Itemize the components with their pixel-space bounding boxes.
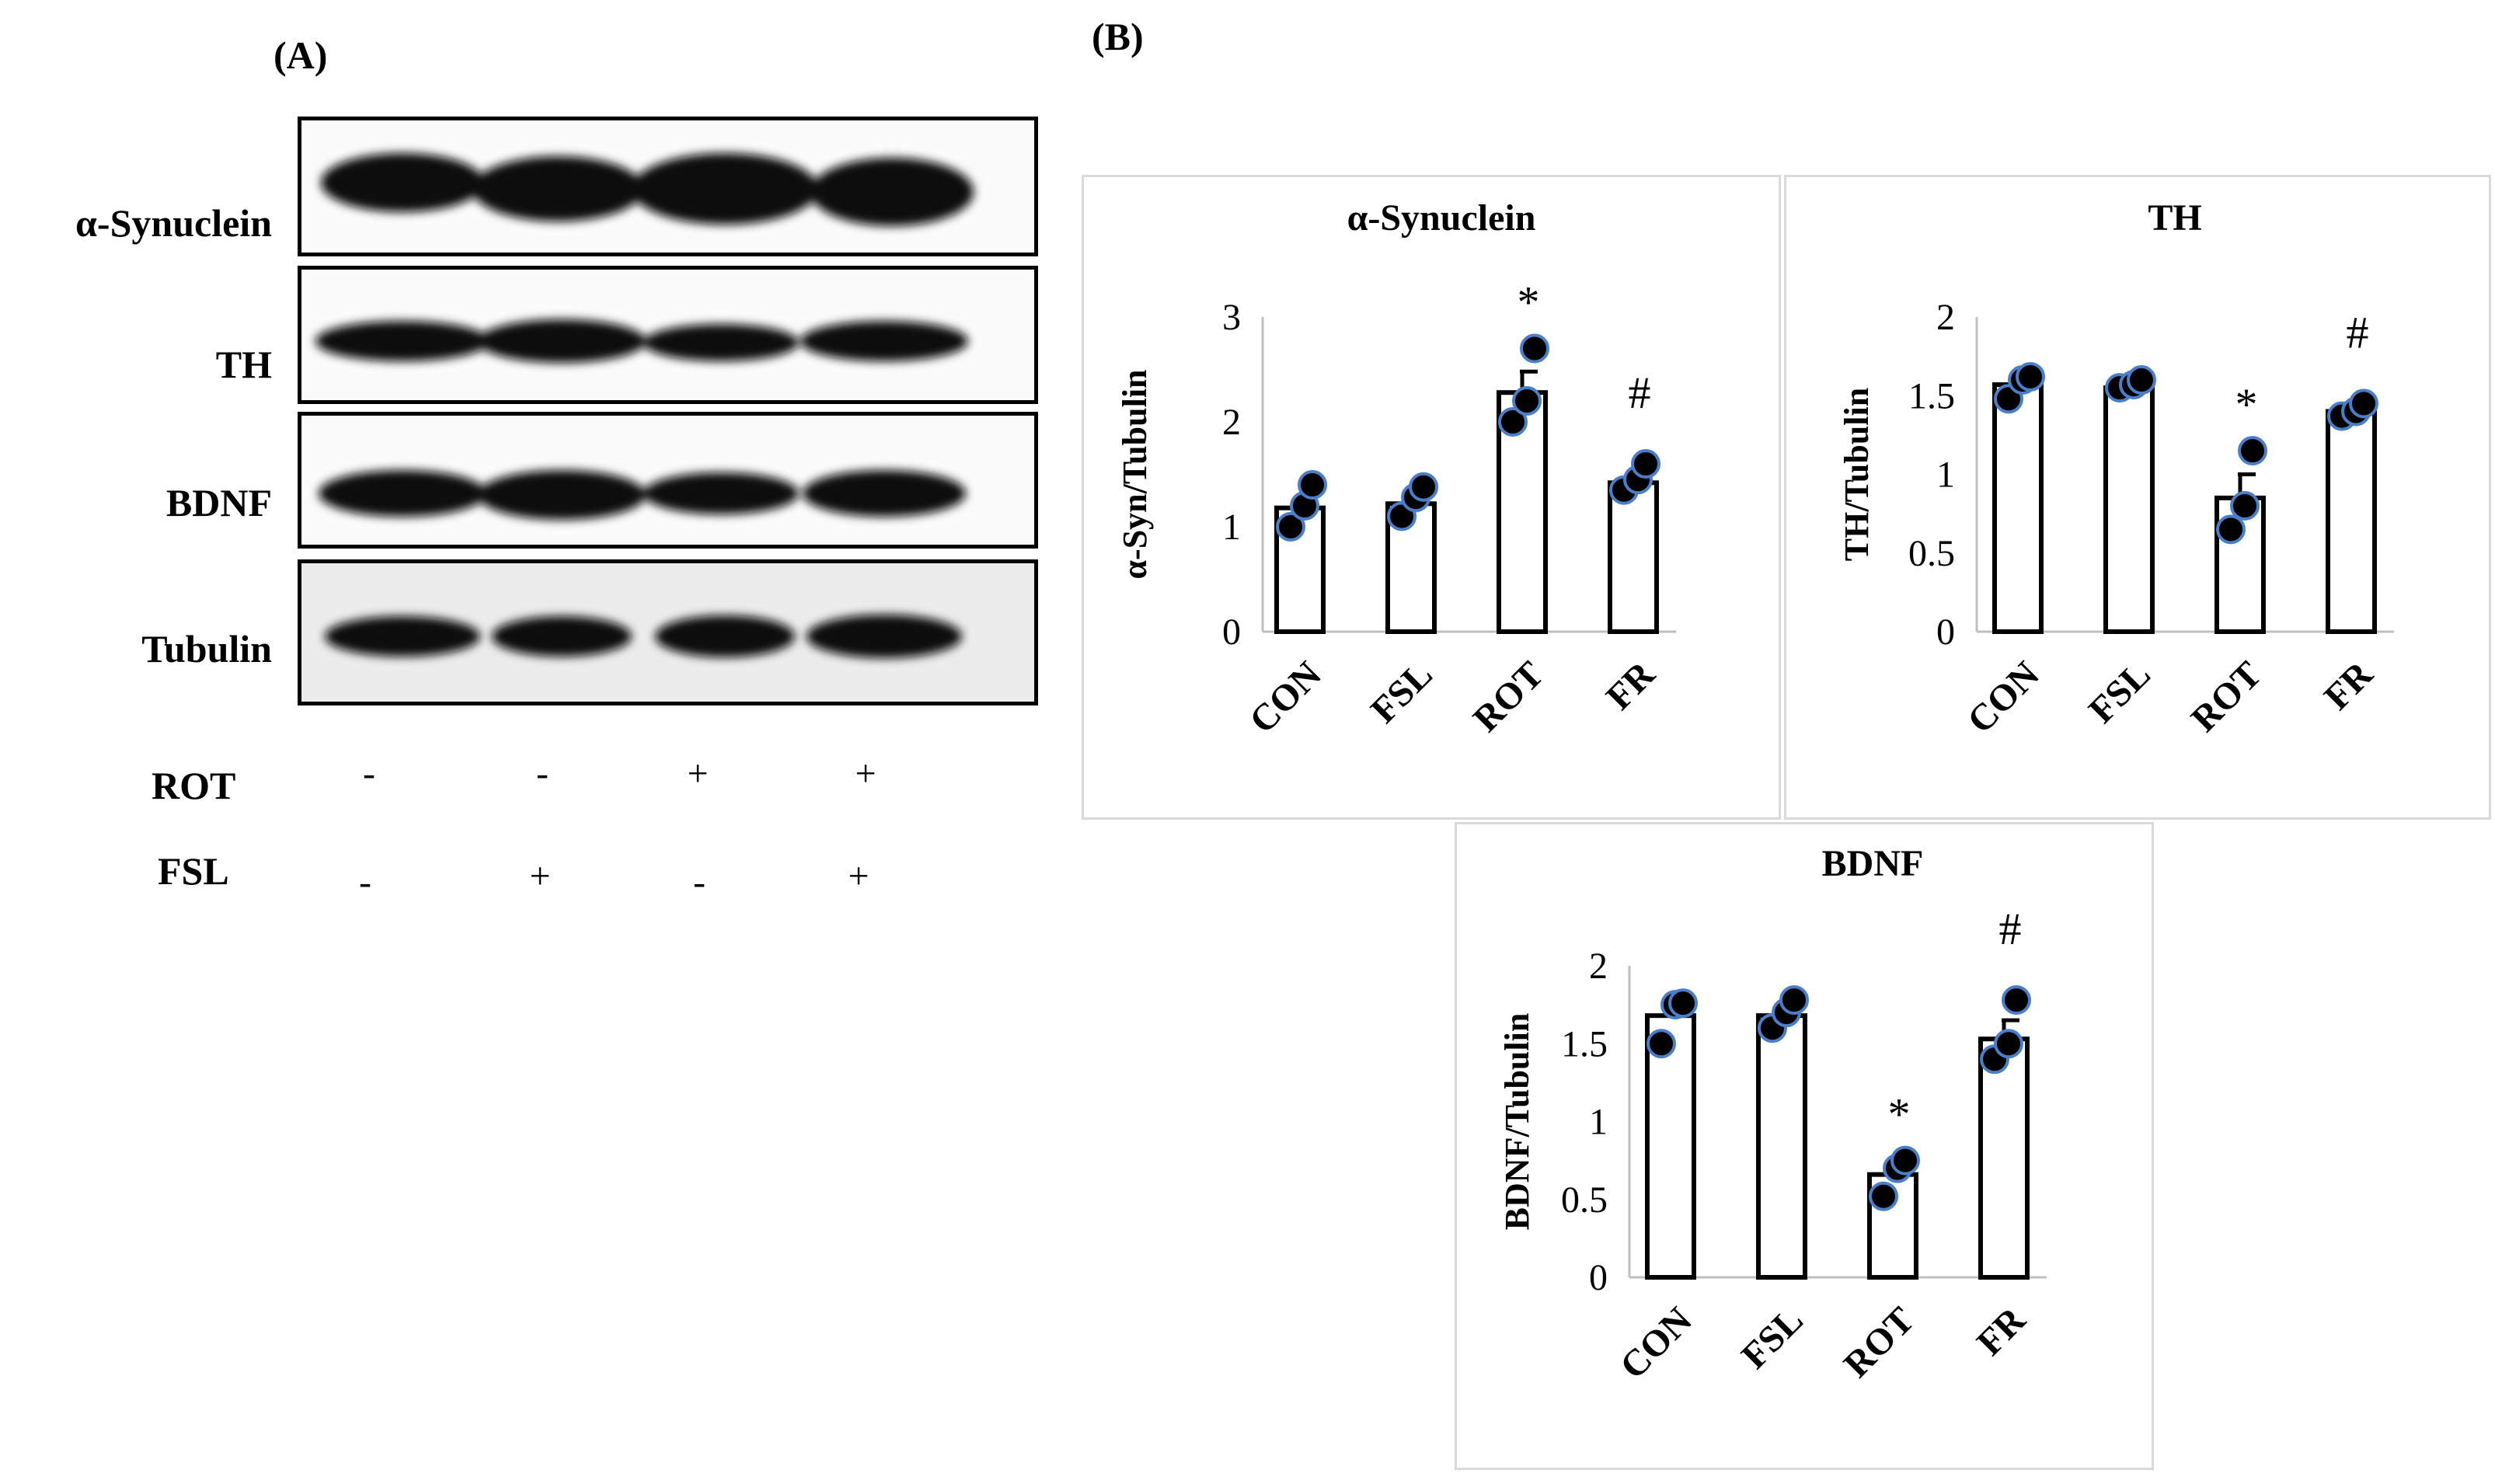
y-tick-label: 2	[1589, 946, 1608, 987]
x-tick-label: CON	[1960, 653, 2047, 741]
y-tick-label: 2	[1936, 297, 1955, 338]
blot-bands-bdnf	[301, 416, 1034, 545]
y-tick-label: 1.5	[1908, 375, 1955, 416]
western-blot-bdnf	[298, 412, 1038, 549]
significance-marker: *	[2235, 379, 2258, 430]
y-tick-label: 0.5	[1908, 533, 1955, 574]
bar-con	[1645, 1013, 1696, 1280]
data-point-fr	[2002, 985, 2031, 1015]
chart-alpha-synuclein: α-Synuclein 0 1 2 3 α-Syn/Tubulin CON FSL * ROT # F…	[1116, 197, 1676, 741]
fsl-sign-lane-1: -	[359, 862, 371, 903]
blot-bands-tubulin	[301, 563, 1034, 702]
western-blot-tubulin	[298, 559, 1038, 705]
bar-fr	[2326, 409, 2377, 634]
blot-bands-th	[301, 270, 1034, 400]
chart-bdnf: BDNF 0 0.5 1 1.5 2 BDNF/Tubulin CON FSL * ROT # FR	[1498, 843, 2047, 1387]
fsl-sign-lane-3: -	[693, 862, 706, 903]
x-tick-label: FSL	[2081, 653, 2159, 731]
x-tick-label: ROT	[1465, 653, 1552, 740]
significance-marker: #	[1629, 368, 1651, 418]
chart-frame-bdnf: BDNF 0 0.5 1 1.5 2 BDNF/Tubulin CON FSL * ROT # FR	[1455, 822, 2154, 1470]
data-point-fsl	[1409, 472, 1438, 502]
panel-b-label: (B)	[1092, 15, 1144, 58]
blot-label-th: TH	[215, 343, 272, 386]
data-point-rot	[1512, 386, 1542, 416]
y-tick-label: 2	[1222, 402, 1241, 443]
significance-marker: *	[1518, 277, 1540, 328]
x-tick-label: ROT	[2183, 653, 2270, 740]
y-tick-label: 0.5	[1561, 1179, 1608, 1221]
chart-title: α-Synuclein	[1347, 197, 1536, 239]
y-axis-label: TH/Tubulin	[1838, 388, 1876, 561]
x-tick-label: FR	[2316, 653, 2382, 718]
y-tick-label: 1	[1936, 455, 1955, 496]
bar-con	[1992, 382, 2044, 634]
rot-sign-lane-4: +	[855, 753, 876, 794]
chart-th: TH 0 0.5 1 1.5 2 TH/Tubulin CON FSL * ROT # FR	[1838, 197, 2394, 741]
x-tick-label: FSL	[1363, 653, 1441, 731]
chart-title: BDNF	[1822, 843, 1924, 884]
chart-title: TH	[2148, 197, 2201, 239]
data-point-con	[2016, 361, 2045, 392]
bar-fsl	[2103, 385, 2155, 634]
blot-bands-alpha-synuclein	[301, 120, 1034, 253]
blot-label-alpha-synuclein: α-Synuclein	[75, 201, 272, 245]
significance-marker: *	[1888, 1089, 1911, 1140]
data-point-rot	[2230, 491, 2260, 521]
data-point-fsl	[2127, 365, 2156, 395]
x-tick-label: FR	[1598, 653, 1664, 718]
data-point-fr	[1994, 1029, 2023, 1059]
data-point-rot	[1869, 1181, 1898, 1211]
blot-label-bdnf: BDNF	[166, 481, 272, 524]
rot-sign-lane-2: -	[536, 753, 549, 794]
panel-a-label: (A)	[274, 33, 328, 77]
x-tick-label: CON	[1242, 653, 1329, 741]
x-tick-label: ROT	[1836, 1299, 1922, 1385]
significance-marker: #	[1999, 904, 2022, 954]
data-point-rot	[1890, 1145, 1920, 1176]
y-tick-label: 0	[1936, 611, 1955, 653]
chart-frame-th: TH 0 0.5 1 1.5 2 TH/Tubulin CON FSL * ROT # FR	[1784, 175, 2491, 820]
rot-sign-lane-3: +	[687, 753, 709, 794]
significance-marker: #	[2347, 307, 2369, 357]
data-point-fsl	[1779, 985, 1809, 1015]
y-axis-label: BDNF/Tubulin	[1498, 1013, 1536, 1231]
data-point-con	[1276, 512, 1305, 542]
y-tick-label: 1.5	[1561, 1023, 1608, 1064]
data-point-con	[1646, 1029, 1676, 1059]
western-blot-th	[298, 266, 1038, 404]
fsl-sign-lane-2: +	[529, 855, 551, 897]
bar-fr	[1978, 1036, 2030, 1280]
data-point-rot	[2216, 514, 2246, 545]
fsl-sign-lane-4: +	[848, 855, 869, 897]
data-point-rot	[1520, 333, 1549, 364]
condition-label-rot: ROT	[152, 764, 236, 807]
data-point-rot	[2238, 436, 2267, 466]
data-point-rot	[1498, 407, 1528, 437]
y-tick-label: 1	[1589, 1102, 1608, 1143]
data-point-con	[1668, 988, 1698, 1019]
y-tick-label: 3	[1222, 297, 1241, 338]
x-tick-label: CON	[1612, 1299, 1700, 1387]
western-blot-alpha-synuclein	[298, 117, 1038, 256]
x-tick-label: FSL	[1734, 1299, 1811, 1377]
y-tick-label: 0	[1222, 611, 1241, 653]
data-point-con	[1298, 470, 1327, 500]
rot-sign-lane-1: -	[363, 753, 375, 794]
bar-fr	[1608, 480, 1659, 634]
bar-con	[1274, 505, 1326, 635]
bar-fsl	[1756, 1013, 1807, 1280]
data-point-fr	[1631, 449, 1660, 479]
data-point-fr	[2349, 388, 2378, 419]
y-axis-label: α-Syn/Tubulin	[1116, 369, 1154, 579]
x-tick-label: FR	[1969, 1298, 2034, 1364]
y-tick-label: 0	[1589, 1257, 1608, 1298]
condition-label-fsl: FSL	[158, 849, 229, 893]
chart-frame-alpha-synuclein: α-Synuclein 0 1 2 3 α-Syn/Tubulin CON FSL * ROT # F…	[1082, 175, 1781, 820]
blot-label-tubulin: Tubulin	[141, 627, 272, 671]
y-tick-label: 1	[1222, 507, 1241, 548]
